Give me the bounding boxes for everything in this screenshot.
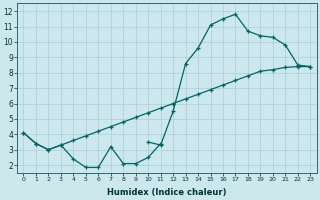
- X-axis label: Humidex (Indice chaleur): Humidex (Indice chaleur): [107, 188, 227, 197]
